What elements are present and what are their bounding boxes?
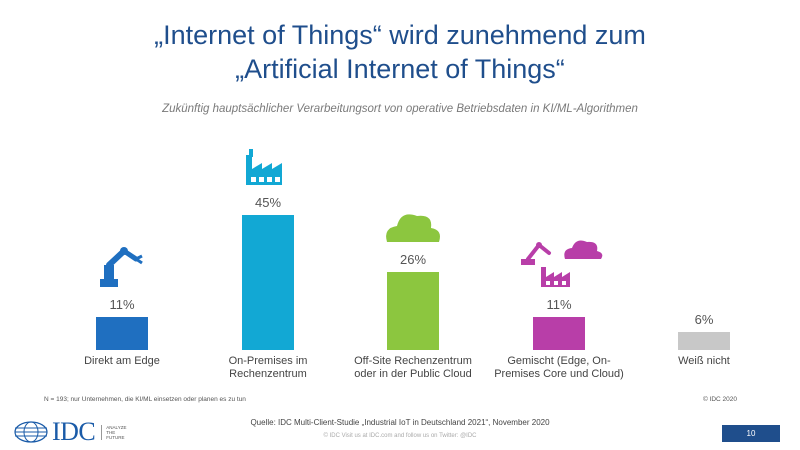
- copyright: © IDC 2020: [702, 396, 737, 403]
- category-label-5: Weiß nicht: [678, 355, 730, 367]
- value-label-1: 11%: [109, 297, 134, 312]
- page-number: 10: [722, 425, 780, 442]
- footnote: N = 193; nur Unternehmen, die KI/ML eins…: [44, 396, 246, 403]
- value-label-2: 45%: [255, 195, 281, 210]
- bar-1: [96, 317, 148, 350]
- globe-icon: [14, 421, 48, 443]
- logo-tagline: ANALYZE THE FUTURE: [101, 424, 134, 440]
- value-label-5: 6%: [695, 312, 714, 327]
- footer-line: © IDC Visit us at IDC.com and follow us …: [323, 433, 477, 439]
- cloud-icon: [386, 214, 440, 242]
- bar-5: [678, 332, 730, 350]
- factory-icon: [246, 149, 282, 185]
- title-line-1: „Internet of Things“ wird zunehmend zum: [154, 20, 646, 50]
- category-label-1: Direkt am Edge: [84, 355, 160, 367]
- category-label-2: On-Premises im Rechenzentrum: [229, 355, 308, 380]
- bar-2: [242, 215, 294, 350]
- bar-4: [533, 317, 585, 350]
- category-label-3: Off-Site Rechenzentrum oder in der Public…: [354, 355, 472, 380]
- title-line-2: „Artificial Internet of Things“: [235, 54, 565, 84]
- chart-subtitle: Zukünftig hauptsächlicher Verarbeitungso…: [162, 103, 638, 115]
- bar-3: [387, 272, 439, 350]
- logo-text: IDC: [52, 417, 96, 446]
- value-label-4: 11%: [546, 297, 571, 312]
- value-label-3: 26%: [400, 252, 426, 267]
- robot-factory-cloud-icon: [521, 240, 603, 287]
- slide-title: „Internet of Things“ wird zunehmend zum …: [0, 18, 800, 86]
- robot-arm-icon: [100, 247, 143, 287]
- category-label-4: Gemischt (Edge, On-Premises Core und Clo…: [494, 355, 624, 380]
- source-note: Quelle: IDC Multi-Client-Studie „Industr…: [250, 418, 550, 427]
- idc-logo: IDC ANALYZE THE FUTURE: [14, 417, 134, 446]
